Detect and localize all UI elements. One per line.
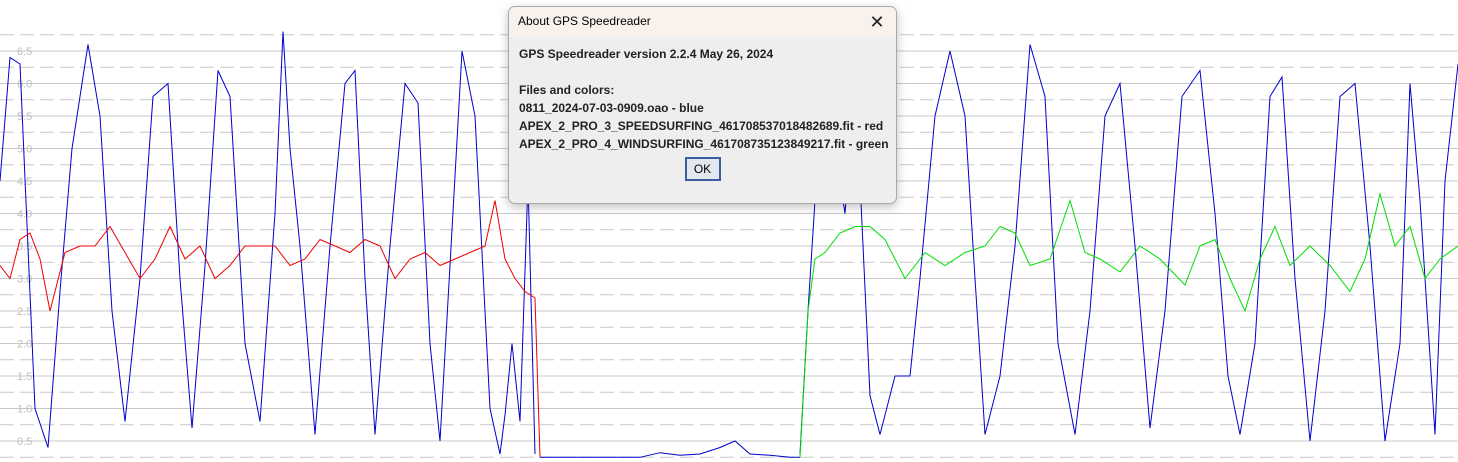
- series-line: [799, 44, 1458, 455]
- y-tick-label: 1.5: [17, 371, 32, 383]
- dialog-title: About GPS Speedreader: [518, 14, 651, 28]
- y-tick-label: 0.5: [17, 436, 32, 448]
- file-entry-green: APEX_2_PRO_4_WINDSURFING_461708735123849…: [519, 137, 889, 151]
- series-line: [799, 192, 1458, 458]
- y-tick-label: 6.0: [17, 79, 32, 91]
- y-tick-label: 5.0: [17, 144, 32, 156]
- dialog-titlebar[interactable]: About GPS Speedreader ✕: [509, 7, 896, 37]
- y-tick-label: 4.0: [17, 209, 32, 221]
- version-line: GPS Speedreader version 2.2.4 May 26, 20…: [519, 47, 774, 61]
- about-dialog: About GPS Speedreader ✕ GPS Speedreader …: [508, 6, 897, 204]
- y-tick-label: 1.0: [17, 404, 32, 416]
- y-axis-ticks: 6.56.05.55.04.54.03.53.02.52.01.51.00.5: [17, 46, 32, 448]
- series-line: [0, 31, 536, 455]
- file-entry-red: APEX_2_PRO_3_SPEEDSURFING_46170853701848…: [519, 119, 884, 133]
- y-tick-label: 2.0: [17, 339, 32, 351]
- y-tick-label: 3.0: [17, 274, 32, 286]
- files-heading: Files and colors:: [519, 83, 615, 97]
- y-tick-label: 2.5: [17, 306, 32, 318]
- dialog-body: GPS Speedreader version 2.2.4 May 26, 20…: [509, 37, 896, 181]
- file-entry-blue: 0811_2024-07-03-0909.oao - blue: [519, 101, 704, 115]
- y-tick-label: 6.5: [17, 46, 32, 58]
- series-line: [540, 440, 800, 458]
- series-line: [0, 200, 541, 458]
- y-tick-label: 5.5: [17, 111, 32, 123]
- series-lines: [0, 31, 1458, 458]
- ok-button[interactable]: OK: [684, 157, 721, 181]
- close-icon[interactable]: ✕: [869, 12, 885, 32]
